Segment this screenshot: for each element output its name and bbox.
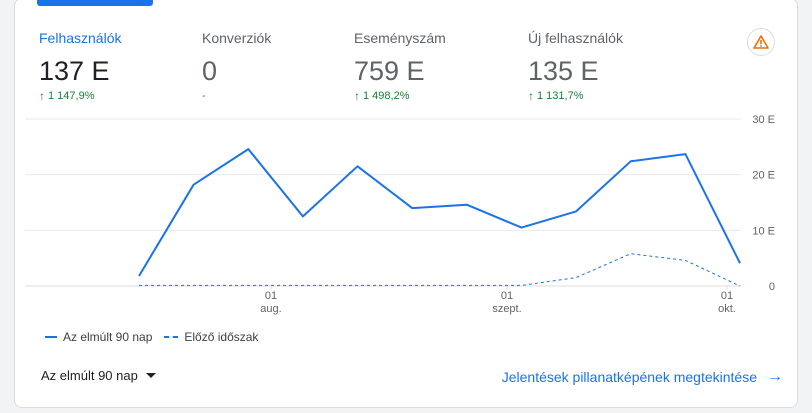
y-tick-label: 30 E — [752, 114, 775, 126]
x-tick-day: 01 — [501, 290, 513, 302]
x-tick-month: aug. — [260, 303, 281, 315]
arrow-up-icon: ↑ — [354, 89, 360, 103]
metric-label: Felhasználók — [39, 30, 122, 46]
arrow-up-icon: ↑ — [39, 89, 45, 103]
active-metric-indicator — [37, 0, 153, 6]
metric-delta-value: 1 147,9% — [48, 90, 95, 102]
metric-tab-new-users[interactable]: Új felhasználók 135 E ↑ 1 131,7% — [528, 30, 623, 103]
metric-delta: ↑ 1 498,2% — [354, 89, 446, 103]
x-tick-month: szept. — [492, 303, 521, 315]
warning-button[interactable] — [747, 28, 775, 56]
y-axis-ticks: 30 E 20 E 10 E 0 — [752, 114, 775, 293]
date-range-label: Az elmúlt 90 nap — [41, 368, 138, 383]
overview-card: Felhasználók 137 E ↑ 1 147,9% Konverziók… — [14, 0, 798, 408]
chart-grid — [25, 118, 741, 287]
legend-label: Az elmúlt 90 nap — [63, 330, 153, 344]
series-line-last-90-days — [138, 148, 741, 277]
arrow-up-icon: ↑ — [528, 89, 534, 103]
x-tick-month: okt. — [718, 303, 736, 315]
metric-value: 135 E — [528, 56, 599, 86]
y-tick-label: 10 E — [752, 225, 775, 237]
metric-tab-event-count[interactable]: Eseményszám 759 E ↑ 1 498,2% — [354, 30, 446, 103]
warning-triangle-icon — [753, 35, 769, 49]
metric-delta: ↑ 1 131,7% — [528, 89, 623, 103]
metric-delta: - — [202, 89, 271, 103]
date-range-dropdown[interactable]: Az elmúlt 90 nap — [41, 368, 156, 383]
metric-label: Eseményszám — [354, 30, 446, 46]
caret-down-icon — [145, 373, 156, 378]
view-report-snapshot-link[interactable]: Jelentések pillanatképének megtekintése … — [502, 368, 783, 386]
metric-value: 0 — [202, 56, 218, 86]
metric-label: Konverziók — [202, 30, 272, 46]
metric-label: Új felhasználók — [528, 30, 623, 46]
report-link-label: Jelentések pillanatképének megtekintése — [501, 369, 757, 385]
series-line-previous-period — [139, 253, 741, 287]
metric-value: 137 E — [39, 56, 110, 86]
legend-item-previous[interactable]: Előző időszak — [164, 330, 258, 344]
solid-line-swatch — [45, 336, 57, 338]
metric-tab-users[interactable]: Felhasználók 137 E ↑ 1 147,9% — [39, 30, 122, 103]
legend-label: Előző időszak — [184, 330, 259, 344]
chart-legend: Az elmúlt 90 nap Előző időszak — [45, 330, 270, 344]
metric-delta-value: 1 131,7% — [537, 90, 584, 102]
legend-item-current[interactable]: Az elmúlt 90 nap — [45, 330, 152, 344]
metric-tab-conversions[interactable]: Konverziók 0 - — [202, 30, 271, 103]
y-tick-label: 0 — [769, 281, 775, 293]
metric-value: 759 E — [354, 56, 425, 86]
dashed-line-swatch — [164, 336, 179, 338]
metric-delta-value: 1 498,2% — [363, 90, 410, 102]
chart-series — [138, 148, 741, 287]
x-tick-day: 01 — [721, 290, 733, 302]
metric-delta: ↑ 1 147,9% — [39, 89, 122, 103]
metric-delta-value: - — [202, 90, 206, 102]
arrow-right-icon: → — [767, 368, 783, 385]
x-tick-day: 01 — [265, 290, 277, 302]
y-tick-label: 20 E — [752, 170, 775, 182]
